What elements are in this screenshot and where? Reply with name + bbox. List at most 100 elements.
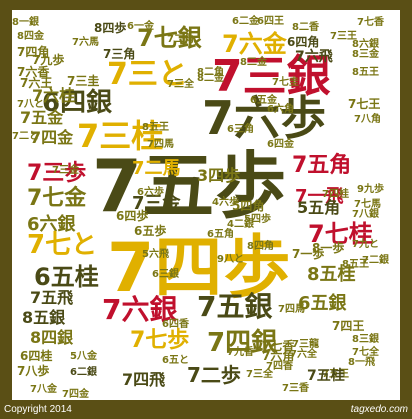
- cloud-word: 5四歩: [244, 214, 271, 225]
- cloud-word: 6二金: [232, 16, 259, 27]
- cloud-word: 7五歩: [92, 144, 287, 228]
- cloud-word: 8五王: [352, 67, 379, 78]
- cloud-word: 4六歩: [212, 197, 239, 208]
- cloud-word: 8四銀: [30, 328, 74, 347]
- cloud-word: 7三全: [246, 369, 273, 380]
- cloud-word: 6四銀: [42, 88, 113, 118]
- cloud-word: 7六金: [222, 30, 287, 58]
- cloud-word: 7三全: [167, 79, 194, 90]
- cloud-word: 7三桂: [77, 117, 164, 155]
- cloud-word: 7三と: [107, 57, 188, 92]
- cloud-word: 7五桂: [307, 368, 345, 384]
- cloud-word: 7三王: [330, 31, 357, 42]
- cloud-word: 7四金: [30, 128, 74, 147]
- cloud-word: 7四歩: [107, 229, 291, 308]
- cloud-word: 8一飛: [348, 357, 375, 368]
- cloud-word: 8三銀: [352, 334, 379, 345]
- cloud-word: 6四桂: [20, 349, 53, 363]
- cloud-word: 7七王: [348, 97, 381, 111]
- cloud-word: 7三龍: [292, 339, 319, 350]
- cloud-word: 8四金: [17, 31, 44, 42]
- cloud-word: 7四桂: [322, 189, 349, 200]
- cloud-word: 9八と: [217, 254, 244, 265]
- cloud-word: 8一銀: [12, 17, 39, 28]
- cloud-word: 7六飛: [295, 49, 333, 65]
- cloud-word: 7二角: [167, 34, 194, 45]
- cloud-word: 8一歩: [312, 241, 345, 255]
- cloud-word: 7七全: [352, 347, 379, 358]
- cloud-word: 7四王: [332, 319, 365, 333]
- cloud-word: 7六王: [20, 76, 53, 90]
- cloud-word: 8五銀: [22, 308, 66, 327]
- word-cloud: 7五歩 7四歩 7六歩 7三銀 7三と 7六金 7七銀 6四銀 7三桂 7五金 7六桂 7四金 7三歩 7…: [12, 10, 400, 400]
- cloud-word: 6三角: [227, 124, 254, 135]
- cloud-word: 7三圭: [67, 74, 100, 88]
- cloud-word: 7六銀: [102, 293, 178, 326]
- cloud-word: 6四金: [267, 139, 294, 150]
- cloud-word: 7六歩: [202, 91, 327, 145]
- cloud-word: 7三銀: [212, 51, 331, 102]
- cloud-word: 7六角: [262, 349, 295, 363]
- cloud-word: 7二馬: [132, 158, 181, 179]
- cloud-word: 6四王: [257, 16, 284, 27]
- cloud-word: 8二香: [292, 22, 319, 33]
- cloud-word: 6三銀: [152, 269, 179, 280]
- cloud-word: 6四角: [287, 35, 320, 49]
- cloud-word: 6五桂: [34, 263, 99, 291]
- cloud-word: 7三角: [103, 47, 136, 61]
- cloud-word: 6五銀: [298, 293, 347, 314]
- cloud-word: 7七と: [27, 230, 98, 260]
- cloud-word: 9九歩: [357, 184, 384, 195]
- cloud-word: 7七圭: [272, 77, 299, 88]
- cloud-word: 4二銀: [227, 219, 254, 230]
- cloud-word: 7七金: [27, 186, 87, 211]
- cloud-word: 8五桂: [307, 264, 356, 285]
- cloud-word: 7七香: [357, 17, 384, 28]
- cloud-word: 6二銀: [70, 367, 97, 378]
- cloud-word: 8二金: [240, 57, 267, 68]
- cloud-word: 7九香: [227, 347, 254, 358]
- cloud-word: 7八歩: [17, 364, 50, 378]
- cloud-word: 6五金: [250, 95, 277, 106]
- cloud-word: 6四歩: [116, 209, 149, 223]
- cloud-word: 8三金: [352, 49, 379, 60]
- cloud-word: 7五王: [322, 369, 349, 380]
- cloud-word: 8六銀: [352, 39, 379, 50]
- cloud-word: 7三金: [132, 193, 181, 214]
- cloud-word: 7四香: [266, 361, 293, 372]
- cloud-word: 7五銀: [197, 290, 273, 323]
- cloud-word: 7四馬: [278, 304, 305, 315]
- cloud-word: 7六香: [17, 65, 50, 79]
- cloud-word: 7八と: [17, 99, 44, 110]
- cloud-word: 8二角: [197, 67, 224, 78]
- cloud-word: 7九歩: [32, 53, 65, 67]
- cloud-word: 7五飛: [30, 288, 74, 307]
- cloud-word: 6六銀: [27, 214, 76, 235]
- cloud-word: 7一歩: [292, 247, 325, 261]
- cloud-word: 7六馬: [72, 37, 99, 48]
- cloud-word: 7七馬: [354, 199, 381, 210]
- cloud-word: 8四歩: [94, 21, 127, 35]
- cloud-word: 5八金: [70, 351, 97, 362]
- cloud-word: 7七桂: [308, 220, 373, 248]
- cloud-word: 7三香: [282, 383, 309, 394]
- cloud-word: 7八銀: [352, 209, 379, 220]
- cloud-word: 8二金: [197, 73, 224, 84]
- cloud-word: 7八角: [354, 114, 381, 125]
- cloud-word: 7五金: [20, 108, 64, 127]
- site-credit: tagxedo.com: [350, 404, 408, 415]
- cloud-word: 7四銀: [207, 328, 278, 358]
- cloud-word: 7一飛: [295, 186, 344, 207]
- cloud-word: 7八金: [30, 384, 57, 395]
- cloud-word: 7五角: [292, 153, 352, 178]
- cloud-word: 7四飛: [122, 370, 166, 389]
- cloud-word: 7三歩: [27, 161, 87, 186]
- cloud-word: 8五王: [342, 259, 369, 270]
- cloud-word: 7六桂: [32, 86, 76, 105]
- cloud-word: 7二と: [12, 131, 39, 142]
- cloud-word: 7二歩: [187, 363, 241, 387]
- cloud-word: 3四歩: [197, 166, 241, 185]
- cloud-word: 6一金: [127, 21, 154, 32]
- cloud-word: 7七歩: [130, 328, 190, 353]
